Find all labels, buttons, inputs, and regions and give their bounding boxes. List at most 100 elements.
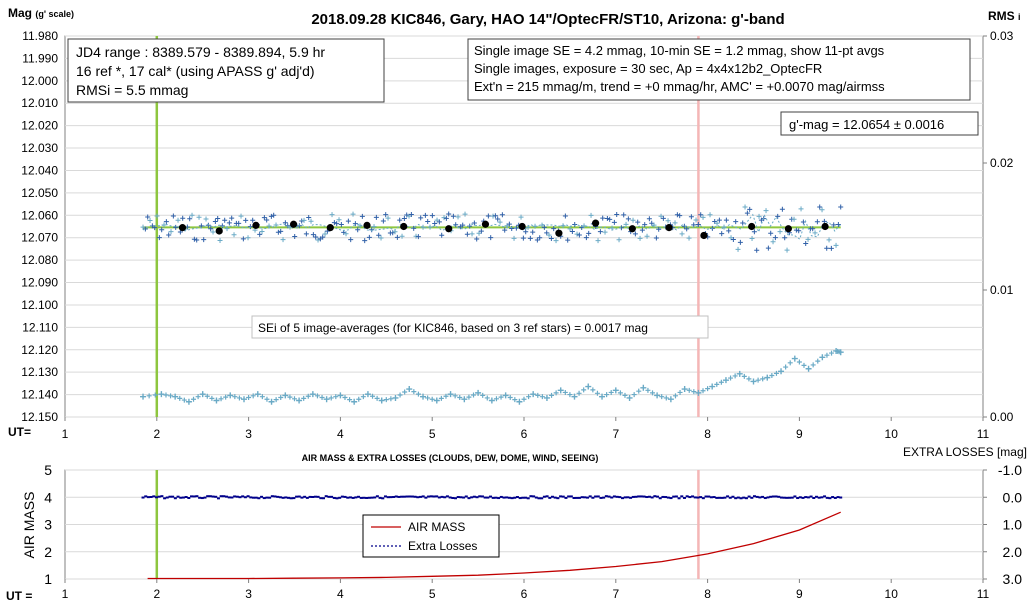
airmass-xtick-label: 7 <box>612 587 619 601</box>
main-ylabel-main: Mag <box>8 6 32 20</box>
rms-point <box>663 395 669 401</box>
airmass-ytick-label: 3 <box>44 517 52 533</box>
single-image-point <box>674 212 680 218</box>
single-image-point <box>751 229 757 235</box>
main-y2tick-label: 0.02 <box>990 156 1014 170</box>
airmass-xtick-label: 6 <box>521 587 528 601</box>
single-image-point <box>602 229 608 235</box>
airmass-legend: AIR MASS Extra Losses <box>362 514 500 558</box>
airmass-xlabel: UT = <box>6 589 32 603</box>
rms-point <box>392 394 399 401</box>
single-image-point <box>478 228 484 234</box>
rms-point <box>562 389 568 395</box>
main-ytick-label: 12.130 <box>21 365 58 379</box>
rms-point <box>553 390 559 396</box>
single-image-point <box>348 237 354 243</box>
main-y2label: RMS i <box>988 9 1021 23</box>
single-image-point <box>331 220 337 226</box>
rms-point <box>223 394 229 400</box>
rms-point <box>158 391 165 398</box>
single-image-point <box>159 227 165 233</box>
single-image-point <box>625 216 631 222</box>
rms-point <box>750 378 757 385</box>
rms-point <box>287 394 293 400</box>
rms-point <box>356 396 362 402</box>
single-image-point <box>345 218 351 224</box>
info-right-line-2: Single images, exposure = 30 sec, Ap = 4… <box>474 61 822 76</box>
single-image-point <box>415 234 421 240</box>
rms-point <box>746 376 752 382</box>
single-image-point <box>520 235 526 241</box>
rms-point <box>732 373 738 379</box>
single-image-point <box>828 245 834 251</box>
rms-point <box>360 394 366 400</box>
rms-point <box>319 395 325 401</box>
single-image-point <box>784 247 790 253</box>
single-image-point <box>320 234 326 240</box>
average-point <box>592 219 600 227</box>
single-image-point <box>247 224 253 230</box>
single-image-point <box>329 212 335 218</box>
rms-point <box>199 391 206 398</box>
rms-point <box>535 392 541 398</box>
rms-point <box>631 392 637 398</box>
rms-point <box>342 395 348 401</box>
rms-point <box>787 360 793 366</box>
rms-point <box>736 370 743 377</box>
rms-point <box>672 393 678 399</box>
average-point <box>748 222 756 231</box>
airmass-ytick-label: 4 <box>44 489 52 505</box>
single-image-point <box>756 213 762 219</box>
single-image-point <box>257 231 263 237</box>
rms-point <box>347 397 353 403</box>
single-image-point <box>798 206 804 212</box>
main-ytick-label: 12.110 <box>22 320 58 334</box>
single-image-point <box>259 229 265 235</box>
rms-point <box>429 396 435 402</box>
average-point <box>628 225 636 233</box>
rms-point <box>585 383 592 390</box>
rms-point <box>213 397 220 404</box>
rms-point <box>337 392 344 399</box>
rms-point <box>778 368 785 375</box>
single-image-point <box>735 246 741 252</box>
rms-point <box>829 350 835 356</box>
single-image-point <box>446 211 452 217</box>
single-image-point <box>429 213 435 219</box>
main-xtick-label: 4 <box>337 427 344 441</box>
airmass-xtick-label: 3 <box>245 587 252 601</box>
single-image-point <box>700 214 706 220</box>
single-image-point <box>525 224 531 230</box>
rms-point <box>152 392 158 398</box>
rms-point <box>617 390 623 396</box>
rms-point <box>667 396 674 403</box>
single-image-point <box>541 224 547 230</box>
single-image-point <box>499 212 505 218</box>
single-image-point <box>665 218 671 224</box>
main-xtick-label: 1 <box>62 427 69 441</box>
average-point <box>665 224 673 232</box>
average-point <box>289 220 298 228</box>
single-image-point <box>187 216 193 222</box>
airmass-ylabel: AIR MASS <box>21 492 37 559</box>
average-point <box>215 227 223 235</box>
rms-point <box>741 373 747 379</box>
rms-point <box>801 362 807 368</box>
single-image-point <box>443 215 449 221</box>
rms-point <box>764 374 771 381</box>
single-image-points <box>140 204 844 253</box>
main-ytick-label: 11.980 <box>22 29 58 43</box>
rms-point <box>480 392 486 398</box>
single-image-point <box>810 226 816 232</box>
rms-point <box>502 392 509 399</box>
single-image-point <box>390 230 396 236</box>
single-image-point <box>210 229 216 235</box>
rms-point <box>498 394 504 400</box>
rms-point <box>438 395 444 401</box>
airmass-xtick-label: 11 <box>977 587 990 601</box>
rms-point <box>402 389 408 395</box>
single-image-point <box>740 220 746 226</box>
rms-point <box>314 393 320 399</box>
single-image-point <box>362 238 368 244</box>
single-image-point <box>488 235 494 241</box>
